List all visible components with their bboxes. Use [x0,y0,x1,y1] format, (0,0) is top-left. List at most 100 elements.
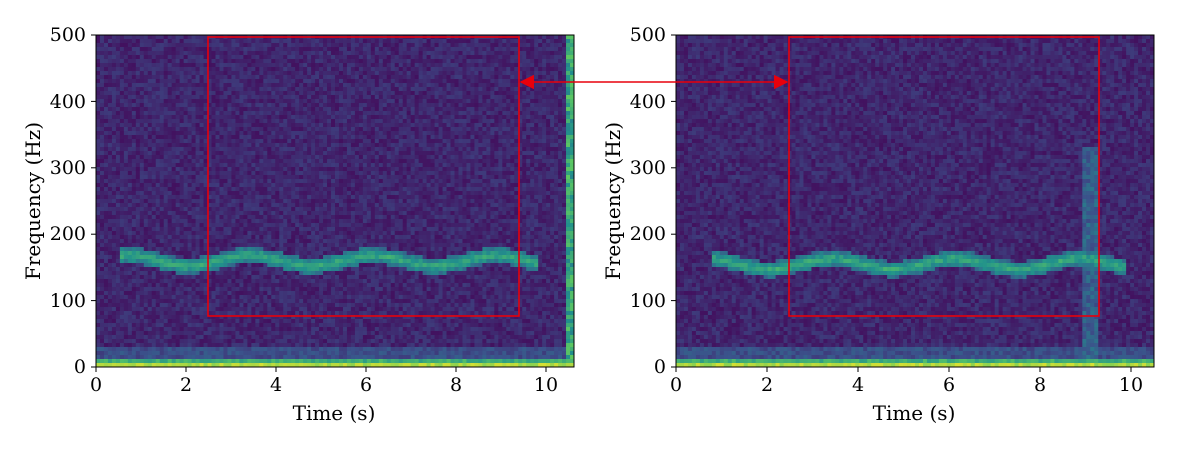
spectrogram-cell [363,123,367,127]
spectrogram-cell [104,135,108,139]
spectrogram-cell [510,135,514,139]
spectrogram-cell [108,51,112,55]
spectrogram-cell [379,71,383,75]
spectrogram-cell [470,47,474,51]
spectrogram-cell [490,143,494,147]
spectrogram-cell [271,75,275,79]
spectrogram-cell [391,187,395,191]
spectrogram-cell [458,107,462,111]
spectrogram-cell [419,43,423,47]
spectrogram-cell [148,151,152,155]
spectrogram-cell [184,87,188,91]
spectrogram-cell [168,43,172,47]
spectrogram-cell [451,195,455,199]
spectrogram-cell [387,91,391,95]
spectrogram-cell [212,87,216,91]
spectrogram-cell [156,91,160,95]
spectrogram-cell [279,131,283,135]
spectrogram-cell [470,115,474,119]
spectrogram-cell [160,63,164,67]
spectrogram-cell [307,195,311,199]
spectrogram-cell [466,127,470,131]
spectrogram-cell [96,123,100,127]
spectrogram-cell [506,111,510,115]
spectrogram-cell [335,55,339,59]
spectrogram-cell [431,75,435,79]
spectrogram-cell [395,55,399,59]
spectrogram-cell [343,107,347,111]
spectrogram-cell [271,155,275,159]
spectrogram-cell [323,39,327,43]
spectrogram-cell [439,111,443,115]
spectrogram-cell [542,139,546,143]
spectrogram-cell [216,183,220,187]
spectrogram-cell [407,163,411,167]
spectrogram-cell [506,107,510,111]
spectrogram-cell [235,55,239,59]
spectrogram-cell [542,35,546,39]
spectrogram-cell [510,143,514,147]
spectrogram-cell [522,115,526,119]
spectrogram-cell [196,83,200,87]
spectrogram-cell [168,135,172,139]
spectrogram-cell [227,163,231,167]
spectrogram-cell [451,171,455,175]
spectrogram-cell [367,191,371,195]
spectrogram-cell [462,119,466,123]
spectrogram-cell [546,103,550,107]
spectrogram-cell [455,75,459,79]
spectrogram-cell [271,79,275,83]
spectrogram-cell [538,147,542,151]
spectrogram-cell [502,191,506,195]
spectrogram-cell [439,131,443,135]
spectrogram-cell [160,171,164,175]
spectrogram-cell [447,151,451,155]
spectrogram-cell [371,147,375,151]
spectrogram-cell [323,175,327,179]
spectrogram-cell [359,63,363,67]
spectrogram-cell [558,71,562,75]
spectrogram-cell [223,71,227,75]
spectrogram-cell [124,55,128,59]
spectrogram-cell [323,159,327,163]
spectrogram-cell [562,183,566,187]
spectrogram-cell [172,55,176,59]
spectrogram-cell [542,43,546,47]
spectrogram-cell [247,95,251,99]
spectrogram-cell [96,35,100,39]
spectrogram-cell [160,43,164,47]
spectrogram-cell [510,151,514,155]
spectrogram-cell [116,199,120,203]
spectrogram-cell [522,127,526,131]
spectrogram-cell [156,75,160,79]
spectrogram-cell [546,107,550,111]
spectrogram-cell [474,39,478,43]
spectrogram-cell [486,195,490,199]
spectrogram-cell [534,75,538,79]
spectrogram-cell [363,43,367,47]
spectrogram-cell [275,183,279,187]
spectrogram-cell [451,151,455,155]
spectrogram-cell [267,127,271,131]
spectrogram-cell [431,139,435,143]
spectrogram-cell [458,123,462,127]
spectrogram-cell [239,191,243,195]
spectrogram-cell [490,147,494,151]
spectrogram-cell [478,79,482,83]
spectrogram-cell [466,155,470,159]
spectrogram-cell [383,123,387,127]
spectrogram-cell [188,87,192,91]
spectrogram-cell [172,199,176,203]
spectrogram-cell [200,167,204,171]
spectrogram-cell [132,183,136,187]
spectrogram-cell [243,115,247,119]
spectrogram-cell [200,79,204,83]
spectrogram-cell [279,183,283,187]
spectrogram-cell [427,47,431,51]
spectrogram-cell [566,59,570,63]
spectrogram-cell [315,43,319,47]
spectrogram-cell [443,179,447,183]
spectrogram-cell [458,79,462,83]
spectrogram-cell [263,183,267,187]
spectrogram-cell [303,99,307,103]
